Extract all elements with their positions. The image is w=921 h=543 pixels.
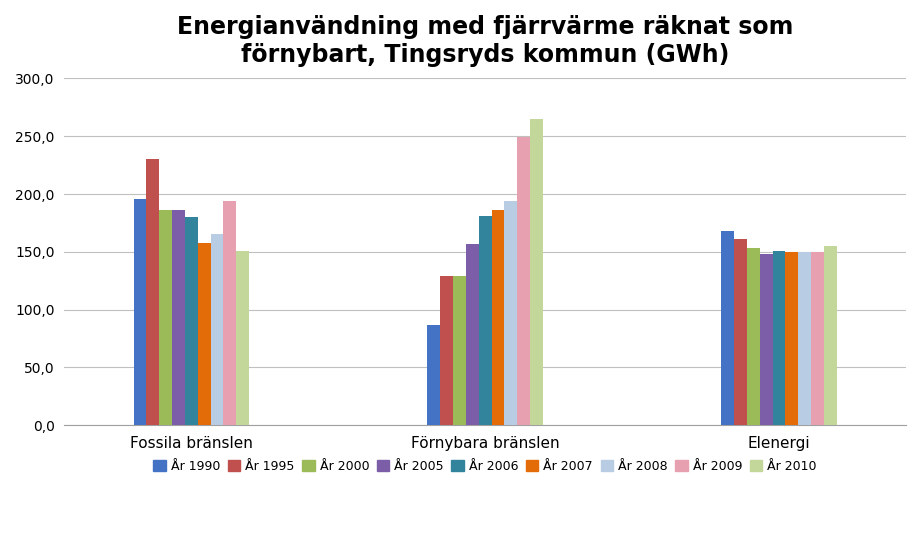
Bar — [185, 217, 198, 425]
Bar — [530, 119, 542, 425]
Bar — [518, 137, 530, 425]
Bar — [824, 246, 836, 425]
Bar — [747, 248, 760, 425]
Bar — [172, 210, 185, 425]
Bar — [721, 231, 734, 425]
Bar — [134, 199, 146, 425]
Bar — [224, 201, 236, 425]
Bar — [159, 210, 172, 425]
Bar — [479, 216, 492, 425]
Bar — [799, 252, 811, 425]
Bar — [211, 235, 224, 425]
Bar — [198, 243, 211, 425]
Bar — [440, 276, 453, 425]
Legend: År 1990, År 1995, År 2000, År 2005, År 2006, År 2007, År 2008, År 2009, År 2010: År 1990, År 1995, År 2000, År 2005, År 2… — [148, 455, 822, 478]
Bar — [786, 252, 799, 425]
Bar — [146, 159, 159, 425]
Title: Energianvändning med fjärrvärme räknat som
förnybart, Tingsryds kommun (GWh): Energianvändning med fjärrvärme räknat s… — [177, 15, 793, 67]
Bar — [236, 251, 249, 425]
Bar — [505, 201, 518, 425]
Bar — [773, 251, 786, 425]
Bar — [427, 325, 440, 425]
Bar — [466, 244, 479, 425]
Bar — [453, 276, 466, 425]
Bar — [760, 254, 773, 425]
Bar — [811, 252, 824, 425]
Bar — [492, 210, 505, 425]
Bar — [734, 239, 747, 425]
